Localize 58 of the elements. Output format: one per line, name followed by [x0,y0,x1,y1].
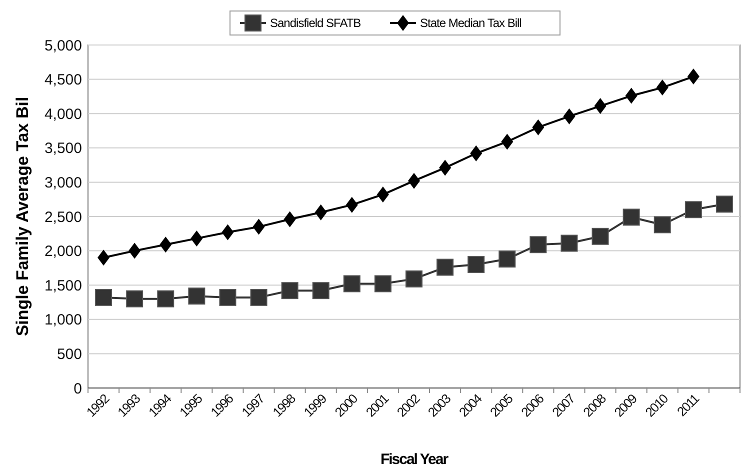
y-tick-label: 2,000 [44,243,82,260]
point [95,288,112,306]
point [436,258,454,276]
y-tick-label: 3,000 [44,174,82,192]
point [439,160,452,176]
legend-label: State Median Tax Bill [420,16,522,30]
point [622,208,640,226]
point [406,270,422,288]
point [374,275,392,292]
point [219,288,236,306]
point [188,288,206,305]
point [281,282,298,300]
point [470,145,482,162]
y-tick-label: 5,000 [44,37,82,54]
point [594,98,606,114]
point [126,290,144,308]
y-tick-label: 2,500 [44,208,82,226]
point [563,108,576,124]
point [687,68,700,85]
point [498,250,516,268]
point [376,186,389,203]
legend-label: Sandisfield SFATB [270,16,362,30]
y-tick-label: 0 [74,380,82,398]
y-tick-label: 500 [56,346,82,363]
point [501,134,514,150]
point [98,250,110,266]
point [160,236,172,253]
point [128,242,141,259]
point [222,224,234,240]
point [716,196,733,213]
point [656,80,668,96]
point [252,218,265,235]
point [284,211,296,228]
point [312,282,330,300]
x-tick-label: 2001 [362,390,392,420]
y-tick-label: 1,000 [44,312,82,329]
point [343,275,360,292]
point [250,288,268,306]
point [157,290,174,308]
point [468,256,485,274]
y-tick-label: 1,500 [44,277,82,294]
point [560,234,578,252]
y-tick-label: 4,000 [44,106,82,123]
y-axis-title: Single Family Average Tax Bil [13,96,32,336]
point [530,236,547,254]
x-tick-label: 2011 [674,390,702,420]
point [592,228,609,245]
point [314,204,327,220]
point [654,216,671,234]
point [346,196,358,213]
point [684,201,702,218]
y-tick-label: 4,500 [44,72,82,89]
x-axis-title: Fiscal Year [380,451,449,468]
point [625,88,638,104]
y-tick-label: 3,500 [44,140,82,158]
point [190,230,203,246]
point [532,119,544,136]
point [408,172,420,189]
